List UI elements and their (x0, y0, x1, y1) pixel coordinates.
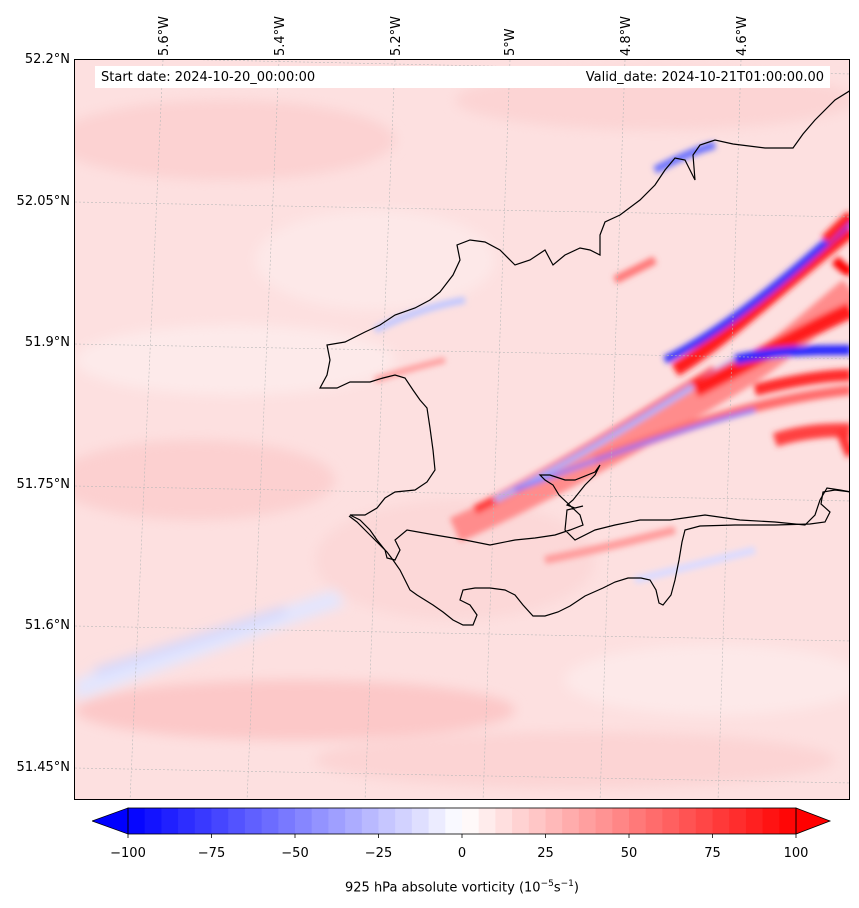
colorbar-cell (745, 808, 764, 834)
south-coast (460, 488, 850, 645)
units-exponent-2: −1 (560, 879, 574, 889)
field-smooth-patches (75, 70, 849, 788)
colorbar-cell (662, 808, 680, 834)
colorbar-cell (562, 808, 580, 834)
units-base: (10 (518, 880, 541, 896)
colorbar-cell (762, 808, 780, 834)
colorbar-cell (679, 808, 697, 834)
colorbar-cell (211, 808, 229, 834)
lat-label-52-2n: 52.2°N (24, 52, 70, 67)
colorbar-cell (345, 808, 363, 834)
colorbar-cell (378, 808, 396, 834)
lon-label-4-8w: 4.8°W (619, 15, 634, 56)
colorbar-cell (595, 808, 613, 834)
colorbar-min-extension (92, 807, 129, 835)
colorbar-cell (512, 808, 530, 834)
colorbar-cell (178, 808, 196, 834)
colorbar-tick-label: −25 (364, 846, 393, 861)
colorbar-cell (729, 808, 747, 834)
colorbar-cell (645, 808, 663, 834)
colorbar-cell (361, 808, 380, 834)
start-date-label: Start date: 2024-10-20_00:00:00 (101, 70, 316, 85)
lat-label-51-9n: 51.9°N (24, 335, 70, 350)
colorbar-cell (244, 808, 263, 834)
colorbar-cell (629, 808, 647, 834)
colorbar-max-extension (795, 807, 832, 835)
colorbar-cell (161, 808, 179, 834)
coastline (318, 90, 849, 561)
colorbar-cell (462, 808, 480, 834)
units-exponent-1: −5 (540, 879, 554, 889)
units-mid: s (553, 880, 561, 896)
colorbar-cell (612, 808, 630, 834)
south-coast-outline (348, 489, 849, 626)
colorbar-cell (578, 808, 597, 834)
colorbar-cell (295, 808, 313, 834)
lon-label-4-6w: 4.6°W (735, 15, 750, 56)
lat-label-51-45n: 51.45°N (16, 760, 70, 775)
colorbar-cell (194, 808, 213, 834)
vorticity-streaks (373, 141, 849, 584)
colorbar-cell (411, 808, 430, 834)
colorbar-cell (712, 808, 730, 834)
colorbar-cell (545, 808, 563, 834)
coastline-layer (348, 488, 850, 645)
colorbar-cell (144, 808, 162, 834)
colorbar-cell (428, 808, 446, 834)
colorbar-tick-label: 50 (620, 846, 638, 861)
colorbar-cells (128, 808, 797, 834)
colorbar-cell (779, 808, 797, 834)
colorbar-tick-label: 75 (704, 846, 721, 861)
colorbar-cell (311, 808, 329, 834)
colorbar-tick-label: −50 (281, 846, 309, 861)
blue-band-southwest (75, 590, 345, 700)
lat-label-51-6n: 51.6°N (24, 618, 70, 633)
vorticity-map (74, 59, 850, 800)
graticule (75, 60, 849, 799)
date-info-bar: Start date: 2024-10-20_00:00:00 Valid_da… (95, 66, 830, 88)
colorbar-ticks (127, 834, 797, 838)
lat-label-51-75n: 51.75°N (16, 477, 70, 492)
colorbar-cell (395, 808, 413, 834)
valid-date-label: Valid_date: 2024-10-21T01:00:00.00 (585, 70, 824, 85)
colorbar-cell (478, 808, 496, 834)
colorbar-tick-label: 0 (457, 846, 467, 861)
lat-label-52-05n: 52.05°N (16, 194, 70, 209)
colorbar (92, 807, 832, 838)
colorbar-tick-label: −75 (197, 846, 226, 861)
lon-label-5-2w: 5.2°W (389, 15, 404, 56)
colorbar-cell (128, 808, 146, 834)
colorbar-cell (328, 808, 346, 834)
colorbar-cell (695, 808, 714, 834)
lon-label-5-6w: 5.6°W (157, 15, 172, 56)
lon-label-5-4w: 5.4°W (273, 15, 288, 56)
lon-label-5w: 5°W (503, 28, 518, 56)
colorbar-cell (278, 808, 296, 834)
colorbar-cell (261, 808, 279, 834)
colorbar-cell (228, 808, 246, 834)
colorbar-cell (445, 808, 463, 834)
colorbar-tick-label: −100 (110, 846, 146, 861)
colorbar-tick-label: 25 (537, 846, 554, 861)
colorbar-label: 925 hPa absolute vorticity (10−5s−1) (0, 879, 859, 895)
colorbar-cell (495, 808, 513, 834)
units-end: ) (573, 880, 579, 896)
variable-name: 925 hPa absolute vorticity (345, 880, 515, 896)
colorbar-tick-label: 100 (783, 846, 809, 861)
vorticity-field (75, 60, 849, 799)
colorbar-cell (528, 808, 547, 834)
